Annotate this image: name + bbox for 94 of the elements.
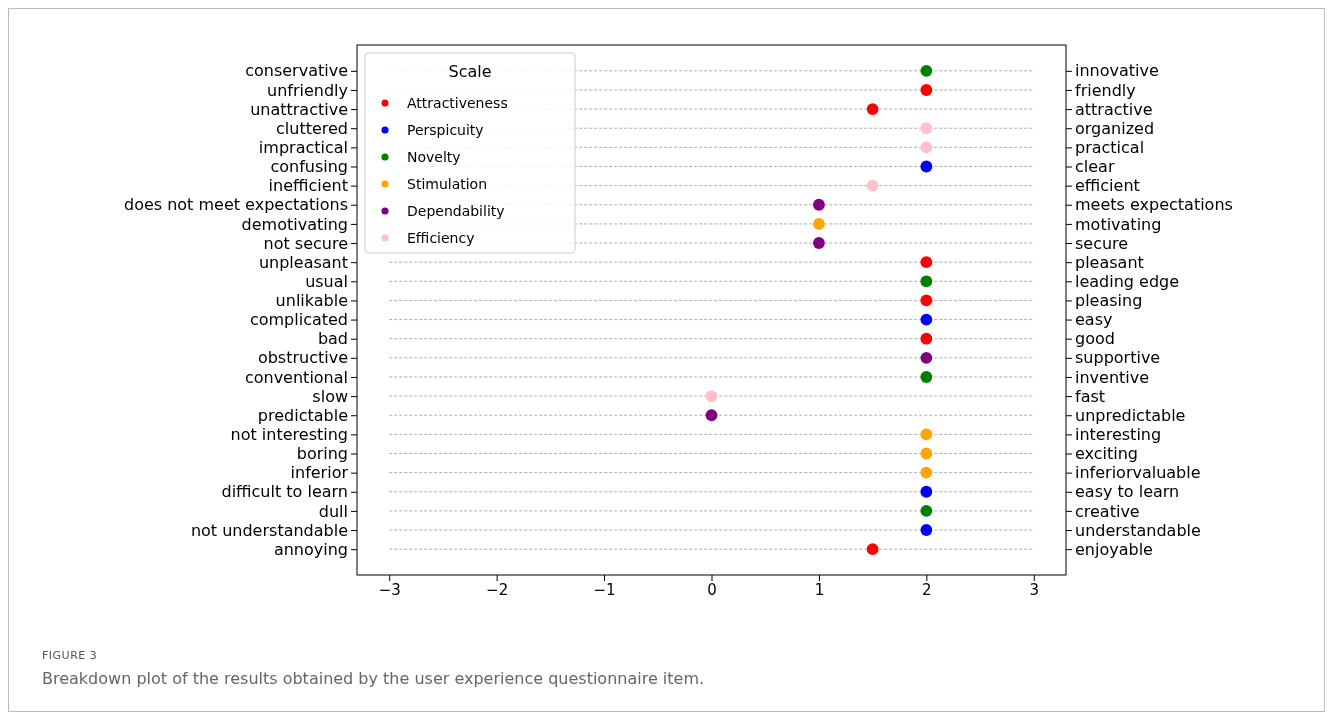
y2-tick-label: friendly: [1075, 80, 1136, 100]
point: [920, 160, 933, 173]
point: [813, 198, 825, 211]
y-tick-label: bad: [317, 329, 348, 349]
point: [920, 64, 933, 77]
y-tick-label: obstructive: [257, 348, 348, 368]
point: [920, 524, 933, 536]
point: [920, 371, 933, 383]
x-tick-label: 2: [922, 580, 932, 599]
y-tick-label: dull: [318, 501, 348, 521]
point: [866, 179, 879, 192]
legend-label: Dependability: [407, 203, 505, 219]
point: [920, 294, 933, 307]
point: [866, 103, 879, 115]
point: [813, 237, 825, 249]
y2-tick-label: practical: [1075, 137, 1145, 157]
legend-label: Perspicuity: [407, 122, 484, 138]
y2-tick-label: pleasant: [1075, 252, 1144, 272]
legend-title: Scale: [448, 62, 492, 81]
y2-tick-label: pleasing: [1075, 291, 1143, 311]
y2-tick-label: understandable: [1075, 520, 1201, 540]
y2-tick-label: clear: [1075, 157, 1115, 177]
x-tick-label: −3: [378, 580, 401, 599]
point: [920, 447, 933, 460]
point: [920, 84, 933, 96]
y2-tick-label: exciting: [1075, 444, 1139, 464]
y-tick-label: boring: [296, 444, 348, 464]
y2-tick-label: enjoyable: [1075, 539, 1153, 559]
y-tick-label: conventional: [244, 367, 348, 387]
point: [920, 505, 933, 517]
y-tick-label: conservative: [245, 61, 348, 81]
y2-tick-label: inferiorvaluable: [1075, 463, 1201, 483]
y2-tick-label: creative: [1075, 501, 1140, 521]
legend-label: Attractiveness: [407, 95, 508, 111]
y2-tick-label: meets expectations: [1075, 195, 1233, 215]
y-tick-label: inferior: [290, 463, 349, 483]
y-tick-label: does not meet expectations: [123, 195, 348, 215]
y-tick-label: complicated: [249, 310, 348, 330]
legend-label: Novelty: [407, 149, 461, 165]
point: [920, 332, 933, 345]
x-tick-label: −2: [486, 580, 509, 599]
y2-tick-label: organized: [1075, 118, 1155, 138]
y-tick-label: usual: [305, 271, 348, 291]
point: [705, 409, 718, 422]
y-tick-label: unpleasant: [258, 252, 348, 272]
y-tick-label: unattractive: [250, 99, 348, 119]
point: [920, 122, 933, 135]
point: [920, 313, 933, 326]
y2-tick-label: secure: [1075, 233, 1129, 253]
point: [920, 428, 933, 441]
y2-tick-label: easy to learn: [1075, 482, 1180, 502]
point: [920, 141, 933, 154]
point: [813, 217, 825, 230]
y2-tick-label: leading edge: [1075, 271, 1180, 291]
y-tick-label: predictable: [257, 405, 348, 425]
y-tick-label: unfriendly: [267, 80, 348, 100]
point: [705, 390, 718, 403]
y-tick-label: not understandable: [190, 520, 348, 540]
y-tick-label: demotivating: [241, 214, 348, 234]
x-tick-label: −1: [593, 580, 616, 599]
y-tick-label: not secure: [263, 233, 348, 253]
y2-tick-label: supportive: [1075, 348, 1161, 368]
y-tick-label: not interesting: [230, 424, 348, 444]
text: Breakdown plot of the results obtained by the user experience questionnaire item.: [42, 669, 705, 688]
point: [920, 275, 933, 288]
y2-tick-label: innovative: [1075, 61, 1159, 81]
x-tick-label: 3: [1029, 580, 1040, 599]
y-tick-label: impractical: [258, 137, 348, 157]
y-tick-label: unlikable: [275, 291, 348, 311]
y2-tick-label: unpredictable: [1075, 405, 1186, 425]
y2-tick-label: fast: [1075, 386, 1106, 406]
y2-tick-label: easy: [1075, 310, 1113, 330]
legend-label: Stimulation: [407, 176, 488, 192]
point: [920, 256, 933, 269]
y-tick-label: difficult to learn: [221, 482, 348, 502]
y-tick-label: inefficient: [268, 176, 348, 196]
x-tick-label: 0: [707, 580, 717, 599]
y2-tick-label: good: [1075, 329, 1115, 349]
point: [866, 543, 879, 556]
y-tick-label: cluttered: [276, 118, 348, 138]
x-tick-label: 1: [814, 580, 825, 599]
caption: FIGURE 3: [42, 649, 98, 662]
y-tick-label: confusing: [270, 157, 348, 177]
point: [920, 466, 933, 479]
point: [920, 485, 933, 498]
y-tick-label: annoying: [273, 539, 348, 559]
y-tick-label: slow: [312, 386, 348, 406]
y2-tick-label: interesting: [1075, 424, 1162, 444]
y2-tick-label: efficient: [1075, 176, 1140, 196]
y2-tick-label: motivating: [1075, 214, 1162, 234]
y2-tick-label: attractive: [1075, 99, 1153, 119]
legend-label: Efficiency: [407, 230, 475, 246]
y2-tick-label: inventive: [1075, 367, 1150, 387]
point: [920, 351, 933, 364]
